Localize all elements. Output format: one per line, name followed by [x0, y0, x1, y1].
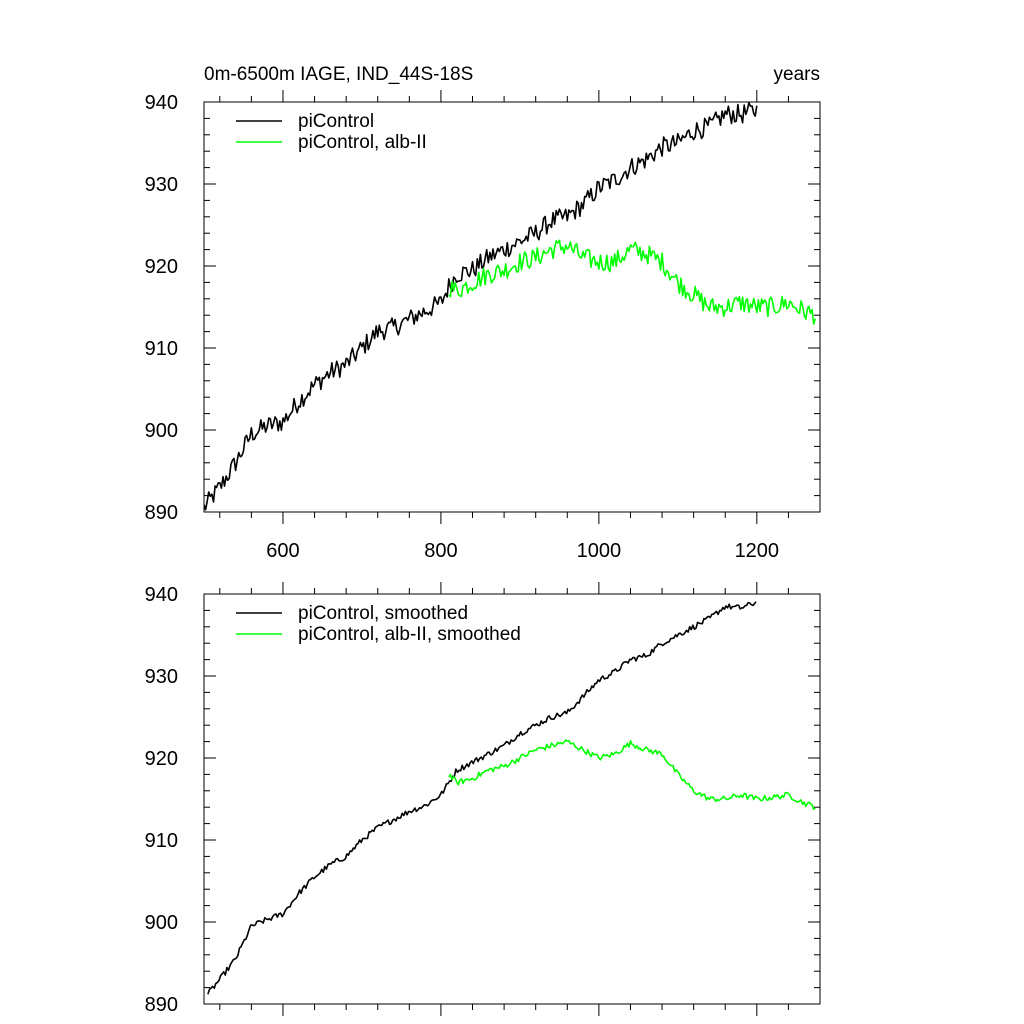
- y-tick-label: 920: [145, 748, 178, 770]
- plot-frame: [203, 593, 821, 1005]
- x-tick-label: 600: [266, 540, 299, 562]
- legend-label-1: piControl, smoothed: [298, 603, 468, 624]
- y-tick-label: 890: [145, 502, 178, 524]
- legend-label-1: piControl: [298, 111, 374, 132]
- y-tick-label: 930: [145, 666, 178, 688]
- series-line-1: [204, 102, 758, 511]
- y-tick-label: 890: [145, 994, 178, 1016]
- y-tick-label: 910: [145, 830, 178, 852]
- x-tick-label: 1000: [577, 540, 622, 562]
- legend-label-2: piControl, alb-II, smoothed: [298, 624, 521, 645]
- series-line-2: [448, 739, 816, 810]
- chart-panel-1: 890 900 910 920 930 940 600 800 1000 1200 piContro…: [145, 90, 821, 562]
- y-tick-label: 910: [145, 338, 178, 360]
- y-tick-label: 940: [145, 92, 178, 114]
- chart-panel-2: 890 900 910 920 930 940 piControl, smoothedpiC…: [145, 582, 821, 1016]
- x-tick-label: 1200: [735, 540, 780, 562]
- y-tick-label: 900: [145, 420, 178, 442]
- y-units-label: years: [773, 64, 820, 85]
- legend-label-2: piControl, alb-II: [298, 132, 427, 153]
- series-line-2: [448, 239, 817, 325]
- series-line-1: [207, 601, 757, 995]
- y-tick-label: 900: [145, 912, 178, 934]
- chart-title: 0m-6500m IAGE, IND_44S-18S: [204, 64, 474, 85]
- y-tick-label: 920: [145, 256, 178, 278]
- plot-frame: [203, 101, 821, 513]
- x-tick-label: 800: [424, 540, 457, 562]
- y-tick-label: 930: [145, 174, 178, 196]
- y-tick-label: 940: [145, 584, 178, 606]
